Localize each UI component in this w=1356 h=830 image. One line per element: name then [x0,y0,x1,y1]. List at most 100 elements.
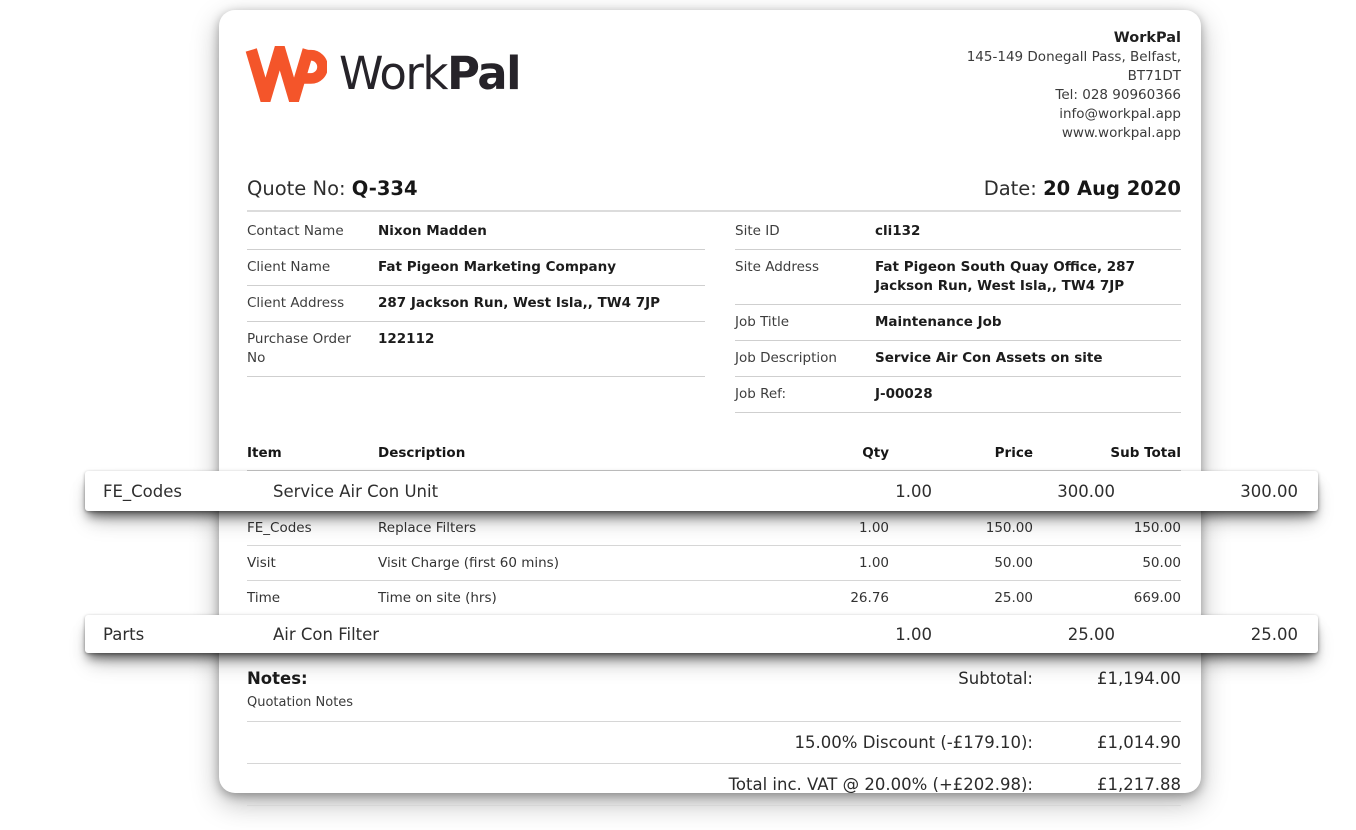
quote-date-value: 20 Aug 2020 [1043,177,1181,200]
sub-total-cell: 669.00 [1133,590,1181,606]
grand-total-value: £1,217.88 [1097,775,1181,794]
qty-cell: 1.00 [858,520,889,536]
price-cell: 25.00 [994,590,1033,606]
client-info-table: Contact Name Nixon Madden Client Name Fa… [247,214,705,413]
quote-document: WorkPal WorkPal 145-149 Donegall Pass, B… [85,10,1318,806]
info-value: Fat Pigeon South Quay Office, 287 Jackso… [875,259,1135,294]
info-label: Site ID [735,223,780,239]
company-phone: Tel: 028 90960366 [1055,87,1181,103]
company-name: WorkPal [1113,30,1181,46]
subtotal-label: Subtotal: [958,669,1033,688]
header-price: Price [994,445,1033,461]
info-value: Service Air Con Assets on site [875,350,1103,366]
price-cell: 25.00 [1067,624,1115,644]
quote-bar: Quote No: Q-334 Date: 20 Aug 2020 [247,177,1181,212]
site-info-table: Site ID cli132 Site Address Fat Pigeon S… [735,214,1181,413]
items-table-header: Item Description Qty Price Sub Total [247,445,1181,471]
quote-number-label: Quote No: [247,177,346,200]
workpal-monogram-icon [245,46,327,102]
info-label: Job Ref: [735,386,787,402]
workpal-wordmark: WorkPal [339,46,522,102]
quote-date-group: Date: 20 Aug 2020 [984,177,1181,200]
header-description: Description [378,445,466,461]
sub-total-cell: 50.00 [1142,555,1181,571]
info-row-client-name: Client Name Fat Pigeon Marketing Company [247,250,705,286]
info-value: 287 Jackson Run, West Isla,, TW4 7JP [378,295,661,311]
table-row-emphasized: Parts Air Con Filter 1.00 25.00 25.00 [85,615,1318,653]
notes-block: Notes: Quotation Notes [247,669,958,710]
price-cell: 150.00 [985,520,1033,536]
info-row-site-address: Site Address Fat Pigeon South Quay Offic… [735,250,1181,305]
info-value: cli132 [875,223,921,239]
totals-row-discount: 15.00% Discount (-£179.10): £1,014.90 [247,722,1181,764]
price-cell: 300.00 [1057,481,1115,501]
subtotal-value: £1,194.00 [1097,669,1181,688]
company-address-line: 145-149 Donegall Pass, Belfast, [966,49,1181,65]
info-row-contact-name: Contact Name Nixon Madden [247,214,705,250]
header-qty: Qty [862,445,889,461]
info-label: Job Description [735,350,837,366]
table-row-emphasized: FE_Codes Service Air Con Unit 1.00 300.0… [85,471,1318,511]
qty-cell: 1.00 [858,555,889,571]
description-cell: Air Con Filter [273,624,380,644]
discount-label: 15.00% Discount (-£179.10): [794,733,1033,752]
quote-number-value: Q-334 [351,177,418,200]
quote-number-group: Quote No: Q-334 [247,177,418,200]
header-sub-total: Sub Total [1110,445,1181,461]
item-cell: Parts [103,624,145,644]
info-tables: Contact Name Nixon Madden Client Name Fa… [247,214,1181,413]
company-website: www.workpal.app [1061,125,1181,141]
wordmark-bold: Pal [446,47,522,100]
info-value: Maintenance Job [875,314,1002,330]
sub-total-cell: 25.00 [1250,624,1298,644]
info-value: Nixon Madden [378,223,487,239]
info-label: Site Address [735,259,819,275]
table-row: FE_Codes Replace Filters 1.00 150.00 150… [247,511,1181,546]
info-value: Fat Pigeon Marketing Company [378,259,617,275]
description-cell: Replace Filters [378,520,477,536]
info-label: Client Name [247,259,331,275]
description-cell: Visit Charge (first 60 mins) [378,555,559,571]
qty-cell: 26.76 [850,590,889,606]
info-row-site-id: Site ID cli132 [735,214,1181,250]
grand-total-label: Total inc. VAT @ 20.00% (+£202.98): [728,775,1033,794]
totals-row-subtotal: Notes: Quotation Notes Subtotal: £1,194.… [247,653,1181,722]
info-label: Contact Name [247,223,344,239]
header-item: Item [247,445,282,461]
item-cell: Time [247,590,281,606]
info-label: Job Title [735,314,790,330]
info-row-job-title: Job Title Maintenance Job [735,305,1181,341]
item-cell: FE_Codes [103,481,183,501]
sub-total-cell: 150.00 [1133,520,1181,536]
item-cell: FE_Codes [247,520,312,536]
notes-text: Quotation Notes [247,695,354,710]
info-row-purchase-order: Purchase Order No 122112 [247,322,705,377]
company-address-line: BT71DT [1127,68,1181,84]
qty-cell: 1.00 [895,624,932,644]
workpal-logo: WorkPal [245,46,522,102]
totals-row-grand-total: Total inc. VAT @ 20.00% (+£202.98): £1,2… [247,764,1181,806]
info-label: Purchase Order No [247,331,351,366]
table-row: Visit Visit Charge (first 60 mins) 1.00 … [247,546,1181,581]
info-value: J-00028 [875,386,933,402]
sub-total-cell: 300.00 [1240,481,1298,501]
info-value: 122112 [378,331,435,347]
item-cell: Visit [247,555,276,571]
company-email: info@workpal.app [1059,106,1181,122]
price-cell: 50.00 [994,555,1033,571]
document-header: WorkPal WorkPal 145-149 Donegall Pass, B… [245,20,1181,143]
discount-value: £1,014.90 [1097,733,1181,752]
info-row-client-address: Client Address 287 Jackson Run, West Isl… [247,286,705,322]
info-row-job-description: Job Description Service Air Con Assets o… [735,341,1181,377]
qty-cell: 1.00 [895,481,932,501]
description-cell: Time on site (hrs) [378,590,497,606]
quote-date-label: Date: [983,177,1037,200]
company-address-block: WorkPal 145-149 Donegall Pass, Belfast, … [967,28,1181,143]
info-label: Client Address [247,295,345,311]
info-row-job-ref: Job Ref: J-00028 [735,377,1181,413]
notes-label: Notes: [247,669,308,688]
wordmark-regular: Work [339,47,448,100]
table-row: Time Time on site (hrs) 26.76 25.00 669.… [247,581,1181,615]
description-cell: Service Air Con Unit [273,481,439,501]
